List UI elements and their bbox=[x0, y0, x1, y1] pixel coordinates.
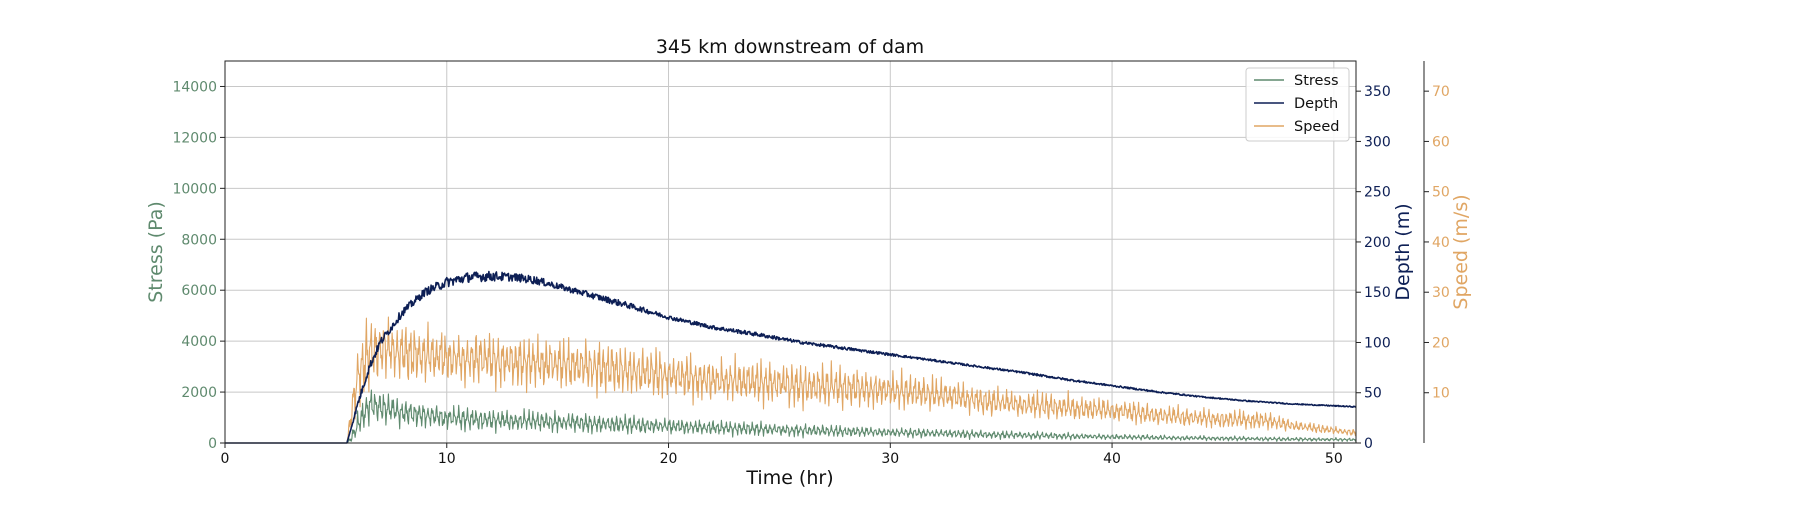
legend-label-stress: Stress bbox=[1294, 73, 1339, 89]
depth-tick-label: 300 bbox=[1364, 134, 1391, 150]
speed-tick-label: 10 bbox=[1432, 386, 1450, 402]
stress-tick-label: 6000 bbox=[181, 283, 217, 299]
series-layer bbox=[224, 270, 1357, 444]
speed-tick-label: 60 bbox=[1432, 134, 1450, 150]
x-tick-label: 20 bbox=[660, 451, 678, 467]
x-tick-label: 40 bbox=[1103, 451, 1121, 467]
legend-label-speed: Speed bbox=[1294, 119, 1339, 135]
legend-label-depth: Depth bbox=[1294, 96, 1338, 112]
plot-frame bbox=[224, 60, 1357, 444]
legend: Stress Depth Speed bbox=[1245, 67, 1350, 142]
depth-tick-label: 0 bbox=[1364, 436, 1373, 452]
x-tick-label: 30 bbox=[881, 451, 899, 467]
depth-tick-label: 250 bbox=[1364, 185, 1391, 201]
speed-tick-label: 70 bbox=[1432, 84, 1450, 100]
depth-tick-label: 50 bbox=[1364, 386, 1382, 402]
x-tick-label: 0 bbox=[221, 451, 230, 467]
series-line-depth bbox=[224, 270, 1357, 444]
depth-tick-label: 200 bbox=[1364, 235, 1391, 251]
depth-tick-label: 100 bbox=[1364, 335, 1391, 351]
x-tick-label: 10 bbox=[438, 451, 456, 467]
depth-tick-label: 150 bbox=[1364, 285, 1391, 301]
speed-tick-label: 30 bbox=[1432, 285, 1450, 301]
axes-layer: 0 10 20 30 40 5002000400060008000100001200014… bbox=[172, 61, 1450, 467]
series-line-stress bbox=[225, 389, 1357, 444]
speed-tick-label: 20 bbox=[1432, 335, 1450, 351]
stress-tick-label: 0 bbox=[208, 436, 217, 452]
stress-tick-label: 14000 bbox=[172, 79, 217, 95]
stress-tick-label: 8000 bbox=[181, 232, 217, 248]
series-line-speed bbox=[225, 316, 1357, 444]
speed-tick-label: 50 bbox=[1432, 185, 1450, 201]
grid-layer bbox=[224, 61, 1356, 443]
stress-axis-title: Stress (Pa) bbox=[145, 201, 167, 303]
stress-tick-label: 10000 bbox=[172, 181, 217, 197]
x-tick-label: 50 bbox=[1325, 451, 1343, 467]
speed-axis-title: Speed (m/s) bbox=[1450, 194, 1472, 309]
stress-tick-label: 4000 bbox=[181, 334, 217, 350]
stress-tick-label: 12000 bbox=[172, 130, 217, 146]
depth-axis-title: Depth (m) bbox=[1392, 203, 1414, 300]
speed-tick-label: 40 bbox=[1432, 235, 1450, 251]
stress-tick-label: 2000 bbox=[181, 385, 217, 401]
legend-box bbox=[1245, 67, 1350, 142]
chart-title: 345 km downstream of dam bbox=[656, 36, 924, 58]
depth-tick-label: 350 bbox=[1364, 84, 1391, 100]
x-axis-title: Time (hr) bbox=[745, 467, 833, 489]
